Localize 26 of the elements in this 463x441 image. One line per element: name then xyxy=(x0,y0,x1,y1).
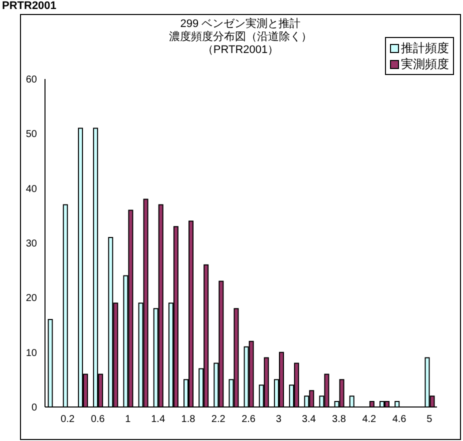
y-tick-label: 20 xyxy=(26,293,38,304)
x-tick-label: 1.4 xyxy=(151,414,166,426)
chart-subtitle: 濃度頻度分布図（沿道除く） xyxy=(169,31,312,43)
y-tick-label: 40 xyxy=(26,184,38,195)
x-tick-label: 1 xyxy=(125,414,132,426)
x-tick-label: 0.2 xyxy=(60,414,75,426)
y-tick-label: 50 xyxy=(26,129,38,140)
y-tick-label: 0 xyxy=(31,402,38,414)
x-tick-label: 3.4 xyxy=(302,414,316,426)
x-tick-label: 0.6 xyxy=(90,414,106,426)
x-tick-label: 5 xyxy=(426,414,433,426)
text: PRTR2001 xyxy=(2,0,56,12)
x-tick-label: 3 xyxy=(276,414,282,426)
y-tick-label: 30 xyxy=(26,238,38,250)
chart-title: 299 ベンゼン実測と推計 xyxy=(179,18,302,30)
x-tick-label: 1.8 xyxy=(181,414,196,426)
y-tick-label: 10 xyxy=(26,348,38,359)
legend-label: 実測頻度 xyxy=(401,56,449,72)
x-tick-label: 4.6 xyxy=(392,414,407,426)
x-tick-label: 2.6 xyxy=(242,414,256,426)
x-tick-label: 2.2 xyxy=(211,414,226,426)
y-tick-label: 60 xyxy=(26,74,38,86)
x-tick-label: 4.2 xyxy=(362,414,377,426)
text: （PRTR2001） xyxy=(202,44,279,56)
x-tick-label: 3.8 xyxy=(332,414,346,426)
legend-label: 推計頻度 xyxy=(401,40,449,56)
